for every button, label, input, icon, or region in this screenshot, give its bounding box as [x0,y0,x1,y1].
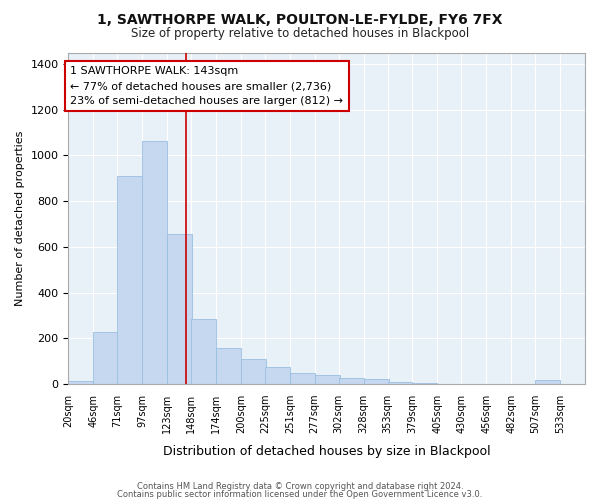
Bar [290,372,315,384]
Bar [535,380,560,384]
Bar [315,375,340,384]
Text: Size of property relative to detached houses in Blackpool: Size of property relative to detached ho… [131,28,469,40]
Text: Contains HM Land Registry data © Crown copyright and database right 2024.: Contains HM Land Registry data © Crown c… [137,482,463,491]
Bar [241,359,266,384]
Bar [216,348,241,384]
X-axis label: Distribution of detached houses by size in Blackpool: Distribution of detached houses by size … [163,444,491,458]
Text: Contains public sector information licensed under the Open Government Licence v3: Contains public sector information licen… [118,490,482,499]
Bar [68,380,94,384]
Bar [338,378,364,384]
Bar [412,383,437,384]
Bar [142,140,167,384]
Bar [191,319,216,384]
Bar [265,367,290,384]
Bar [94,332,118,384]
Y-axis label: Number of detached properties: Number of detached properties [15,130,25,306]
Bar [167,234,192,384]
Text: 1, SAWTHORPE WALK, POULTON-LE-FYLDE, FY6 7FX: 1, SAWTHORPE WALK, POULTON-LE-FYLDE, FY6… [97,12,503,26]
Text: 1 SAWTHORPE WALK: 143sqm
← 77% of detached houses are smaller (2,736)
23% of sem: 1 SAWTHORPE WALK: 143sqm ← 77% of detach… [70,66,343,106]
Bar [364,379,389,384]
Bar [388,382,412,384]
Bar [117,176,142,384]
